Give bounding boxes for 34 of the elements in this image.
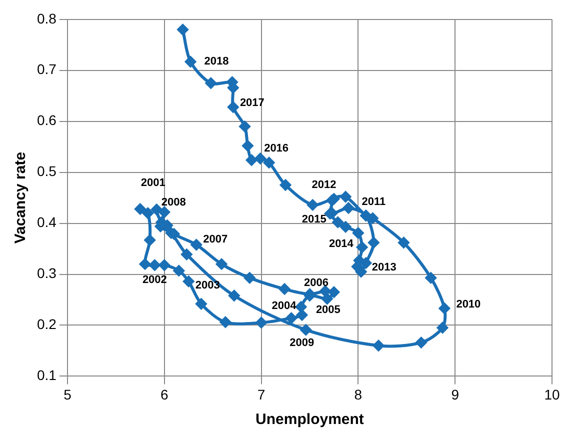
y-tick-label: 0.4 (36, 214, 57, 230)
x-tick-label: 6 (160, 386, 168, 402)
annotation: 2007 (203, 234, 228, 246)
annotation: 2008 (161, 196, 186, 209)
annotation: 2002 (142, 274, 167, 286)
annotation: 2001 (140, 177, 166, 190)
x-tick-label: 10 (544, 386, 560, 402)
y-axis-title: Vacancy rate (12, 152, 30, 244)
annotation: 2003 (195, 279, 220, 292)
annotation: 2011 (362, 196, 386, 208)
annotation: 2015 (302, 214, 326, 226)
y-tick-label: 0.5 (36, 163, 57, 180)
annotation: 2014 (328, 238, 354, 250)
y-tick-label: 0.8 (36, 10, 57, 26)
y-tick-label: 0.7 (36, 61, 57, 78)
annotation: 2013 (372, 262, 396, 274)
annotation: 2010 (456, 298, 481, 310)
y-tick-label: 0.3 (36, 265, 57, 282)
annotation: 2006 (304, 277, 328, 290)
annotation: 2012 (312, 178, 336, 191)
annotation: 2016 (264, 142, 289, 155)
x-tick-label: 9 (451, 386, 460, 402)
annotation: 2017 (240, 97, 264, 110)
x-tick-label: 8 (354, 386, 362, 402)
x-axis-title: Unemployment (256, 411, 364, 428)
annotation: 2004 (272, 300, 298, 312)
y-tick-label: 0.2 (36, 316, 57, 332)
annotation: 2009 (290, 336, 314, 349)
x-tick-label: 5 (64, 386, 72, 402)
y-tick-label: 0.1 (36, 367, 57, 384)
x-tick-label: 7 (257, 386, 266, 402)
annotation: 2018 (204, 56, 229, 68)
y-tick-label: 0.6 (36, 112, 57, 128)
annotation: 2005 (316, 304, 340, 316)
